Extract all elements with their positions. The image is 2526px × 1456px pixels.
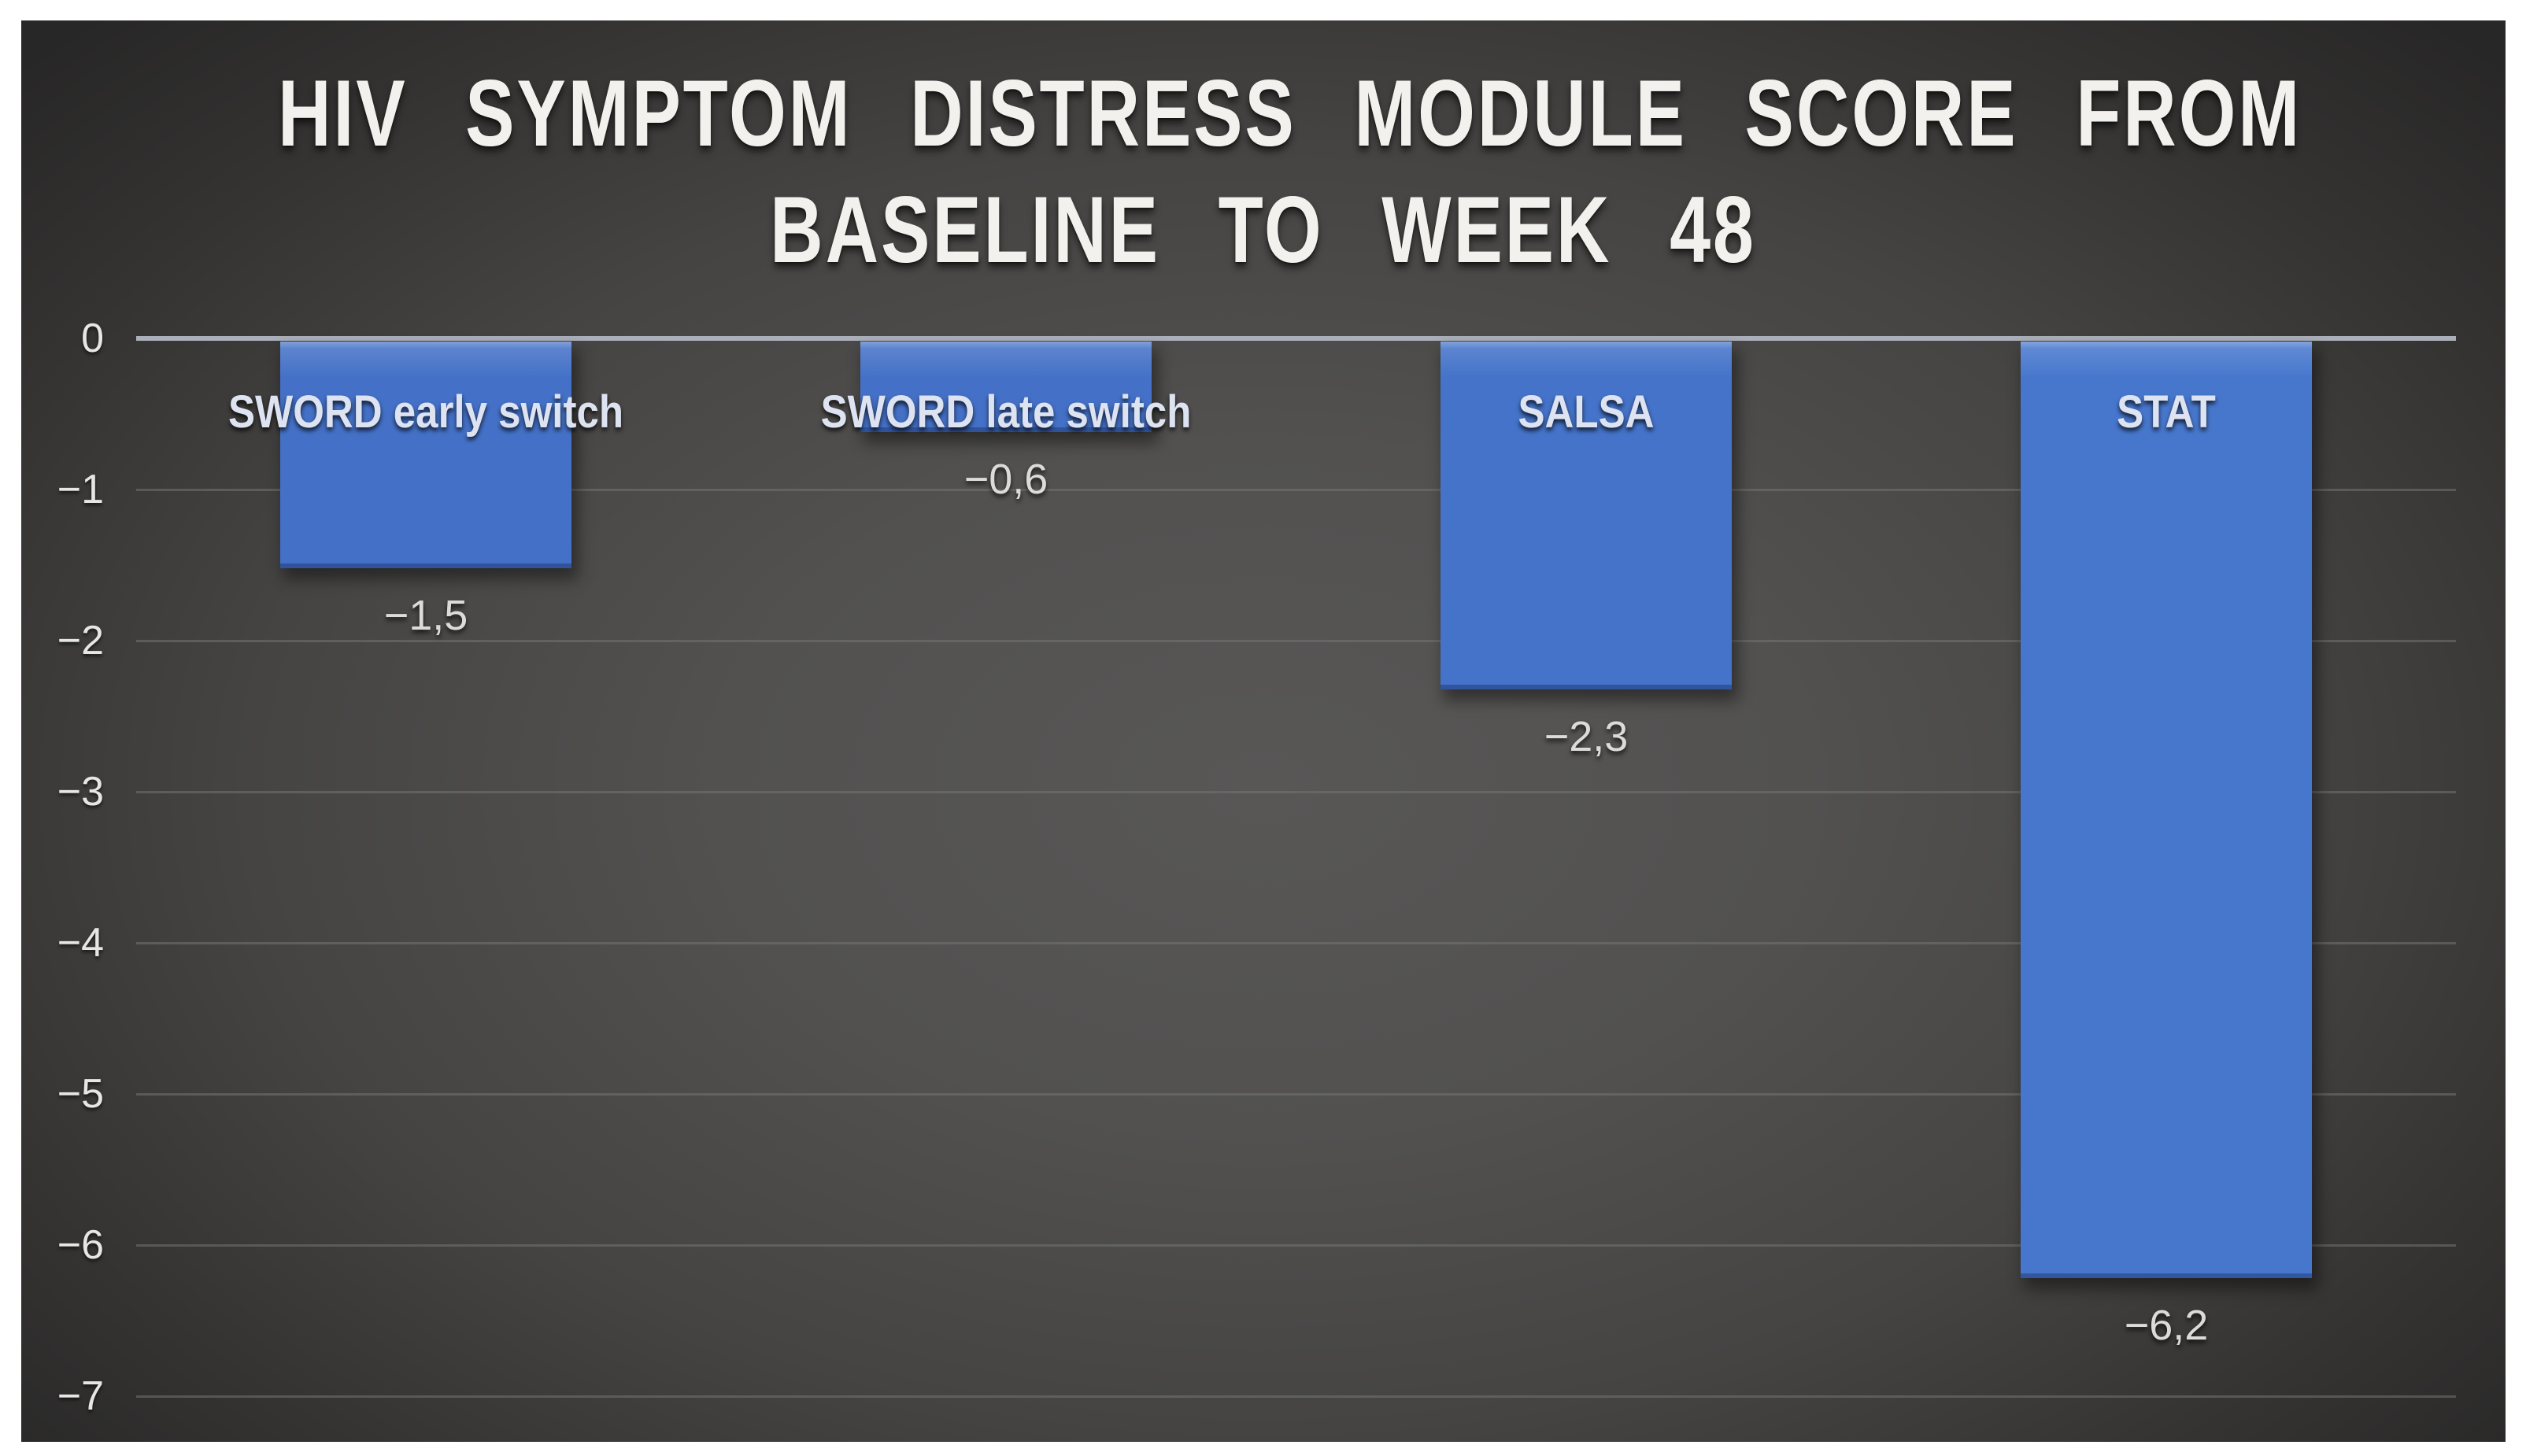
value-label: −6,2 [2124, 1302, 2209, 1349]
value-label: −0,6 [963, 456, 1048, 503]
bar-salsa [1441, 342, 1732, 689]
y-tick-label: −1 [57, 467, 104, 512]
gridline [136, 1093, 2456, 1096]
bar-sword-late-switch [860, 342, 1152, 432]
chart-title-line-2: BASELINE TO WEEK 48 [770, 177, 1756, 283]
y-tick-label: −7 [57, 1373, 104, 1419]
category-label: STAT [2117, 386, 2216, 438]
value-label: −2,3 [1544, 713, 1629, 760]
y-tick-label: −2 [57, 618, 104, 663]
y-tick-label: −5 [57, 1071, 104, 1117]
category-label: SWORD late switch [820, 386, 1192, 438]
chart-title-line-1: HIV SYMPTOM DISTRESS MODULE SCORE FROM [277, 61, 2302, 166]
value-label: −1,5 [383, 592, 468, 639]
gridline [136, 942, 2456, 944]
gridline [136, 489, 2456, 491]
x-axis-line [136, 336, 2456, 341]
chart-title: HIV SYMPTOM DISTRESS MODULE SCORE FROM B… [277, 55, 2302, 288]
category-label: SWORD early switch [227, 386, 624, 438]
gridline [136, 791, 2456, 793]
y-tick-label: −3 [57, 769, 104, 815]
category-label: SALSA [1518, 386, 1655, 438]
gridline [136, 640, 2456, 642]
y-tick-label: 0 [81, 316, 104, 361]
gridline [136, 1395, 2456, 1398]
gridline [136, 1244, 2456, 1247]
bar-stat [2021, 342, 2312, 1278]
y-tick-label: −4 [57, 920, 104, 966]
y-tick-label: −6 [57, 1222, 104, 1268]
bar-sword-early-switch [280, 342, 571, 568]
